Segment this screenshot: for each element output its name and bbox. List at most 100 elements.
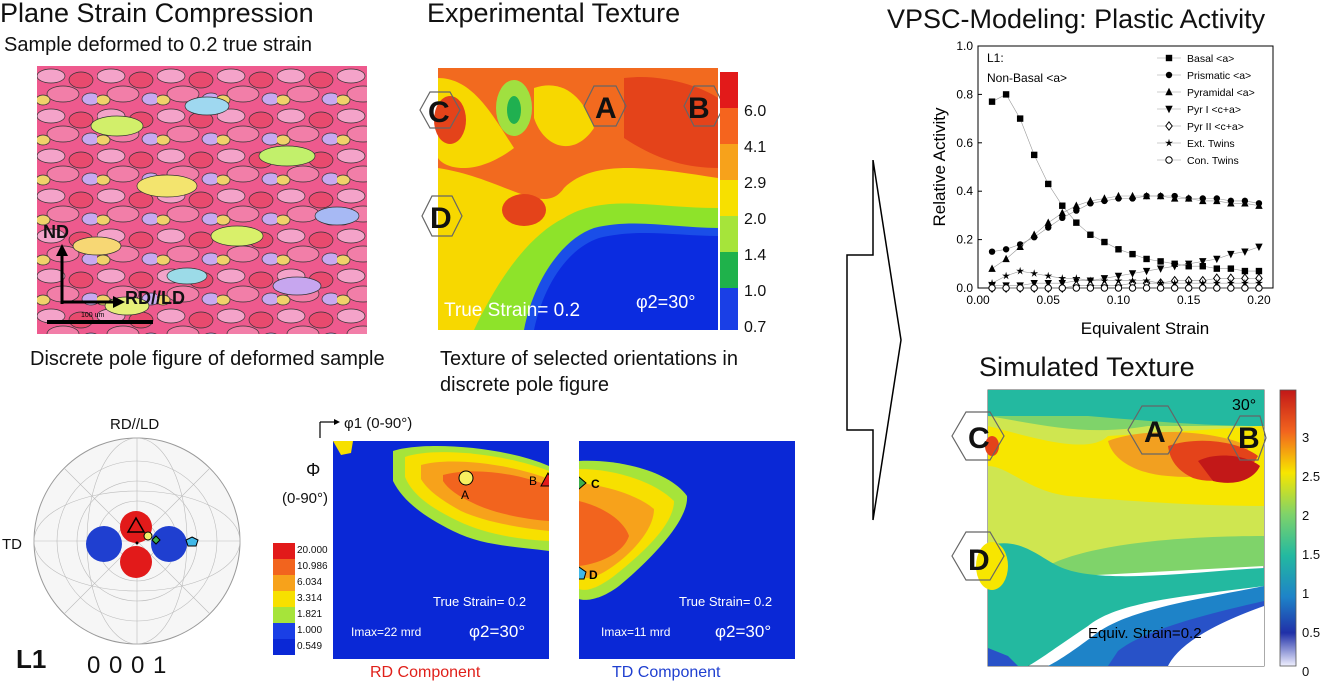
data-point bbox=[1255, 267, 1263, 275]
pf-bottom-label: 0 0 0 1 bbox=[87, 652, 168, 679]
legend-marker bbox=[1165, 71, 1173, 79]
td-component-title: TD Component bbox=[612, 664, 721, 681]
data-point bbox=[1227, 250, 1235, 259]
data-point bbox=[1156, 191, 1165, 200]
data-point bbox=[1058, 284, 1066, 292]
legend-marker bbox=[1165, 120, 1173, 132]
y-tick-label: 0.8 bbox=[956, 87, 973, 101]
data-point bbox=[1185, 260, 1193, 268]
data-point bbox=[1114, 272, 1123, 281]
plot-frame bbox=[977, 45, 1274, 289]
legend-marker bbox=[1165, 87, 1173, 96]
data-point bbox=[1213, 284, 1221, 292]
data-point bbox=[1072, 201, 1081, 209]
data-point bbox=[1241, 199, 1249, 207]
x-tick-label: 0.05 bbox=[1037, 293, 1061, 307]
data-point bbox=[1128, 270, 1137, 278]
legend-marker bbox=[1165, 138, 1173, 147]
sim-label-d: D bbox=[968, 544, 990, 577]
data-point bbox=[1059, 214, 1066, 222]
td-pt-c: C bbox=[591, 477, 600, 491]
data-point bbox=[1059, 202, 1066, 209]
exp-label-d: D bbox=[430, 202, 452, 235]
phi1-label: φ1 (0-90°) bbox=[344, 415, 413, 432]
exp-phi2-label: φ2=30° bbox=[636, 292, 695, 312]
sim-cb-3: 1.5 bbox=[1302, 547, 1321, 562]
pole-figure bbox=[33, 437, 241, 645]
data-point bbox=[1086, 276, 1095, 285]
sim-cb-5: 0.5 bbox=[1302, 625, 1321, 640]
y-tick-label: 1.0 bbox=[956, 39, 973, 53]
data-point bbox=[1213, 265, 1221, 272]
data-point bbox=[1030, 284, 1038, 292]
legend-label: Pyr II <c+a> bbox=[1187, 121, 1244, 133]
sim-cb-2: 2 bbox=[1302, 508, 1310, 523]
sim-colorbar-labels: 3 2.5 2 1.5 1 0.5 0 bbox=[1302, 418, 1320, 691]
data-point bbox=[1030, 269, 1039, 277]
data-point bbox=[1114, 276, 1123, 285]
sim-cb-1: 2.5 bbox=[1302, 469, 1321, 484]
legend-label: Pyramidal <a> bbox=[1187, 87, 1255, 99]
rd-component-map: A B True Strain= 0.2 Imax=22 mrd φ2=30° bbox=[333, 441, 549, 659]
sim-cb-4: 1 bbox=[1302, 586, 1310, 601]
legend-label: Basal <a> bbox=[1187, 53, 1234, 65]
exp-label-b: B bbox=[688, 92, 710, 125]
legend-label: Con. Twins bbox=[1187, 155, 1239, 167]
sim-label-a: A bbox=[1144, 416, 1166, 449]
y-axis-label: Relative Activity bbox=[930, 107, 949, 227]
data-point bbox=[1114, 284, 1123, 292]
rd-phi2: φ2=30° bbox=[469, 622, 525, 641]
comp-legend-4: 1.821 bbox=[297, 609, 323, 620]
series-line bbox=[991, 270, 1259, 284]
discrete-caption: Discrete pole figure of deformed sample bbox=[30, 348, 385, 370]
td-imax: Imax=11 mrd bbox=[601, 625, 670, 639]
data-point bbox=[1227, 199, 1235, 207]
data-point bbox=[1058, 208, 1066, 217]
exp-colorbar-labels: 6.0 4.1 2.9 2.0 1.4 1.0 0.7 bbox=[744, 94, 766, 346]
axes-arrows bbox=[56, 244, 125, 308]
legend-label: Prismatic <a> bbox=[1187, 70, 1251, 82]
data-point bbox=[1213, 196, 1221, 205]
y-tick-label: 0.2 bbox=[956, 233, 973, 247]
data-point bbox=[1128, 284, 1137, 292]
data-point bbox=[1002, 254, 1010, 263]
exp-cb-1: 4.1 bbox=[744, 139, 767, 156]
chart-annotation-2: Non-Basal <a> bbox=[987, 71, 1067, 85]
data-point bbox=[1227, 265, 1235, 272]
data-point bbox=[1170, 278, 1179, 287]
data-point bbox=[1114, 191, 1123, 200]
x-tick-label: 0.00 bbox=[966, 293, 990, 307]
exp-texture-title: Experimental Texture bbox=[427, 0, 681, 28]
data-point bbox=[1255, 284, 1263, 292]
selected-caption: Texture of selected orientations in disc… bbox=[440, 348, 738, 396]
scalebar-label: 100 um bbox=[81, 312, 105, 319]
legend-label: Pyr I <c+a> bbox=[1187, 104, 1241, 116]
legend-label: Ext. Twins bbox=[1187, 138, 1235, 150]
td-phi2: φ2=30° bbox=[715, 622, 771, 641]
data-point bbox=[1226, 278, 1235, 287]
exp-cb-6: 0.7 bbox=[744, 319, 767, 336]
x-axis-label: Equivalent Strain bbox=[1081, 319, 1210, 338]
comp-legend-3: 3.314 bbox=[297, 593, 323, 604]
exp-cb-2: 2.9 bbox=[744, 175, 767, 192]
data-point bbox=[1255, 243, 1263, 252]
exp-label-a: A bbox=[595, 92, 617, 125]
data-point bbox=[1170, 263, 1179, 271]
nd-label: ND bbox=[43, 222, 69, 242]
data-point bbox=[1170, 194, 1179, 202]
rd-pt-a: A bbox=[461, 488, 469, 502]
data-point bbox=[1143, 255, 1150, 263]
data-point bbox=[1030, 151, 1038, 159]
data-point bbox=[1198, 278, 1207, 287]
data-point bbox=[988, 264, 996, 272]
x-tick-label: 0.15 bbox=[1177, 293, 1201, 307]
data-point bbox=[1142, 191, 1151, 200]
data-point bbox=[1016, 242, 1024, 251]
exp-cb-4: 1.4 bbox=[744, 247, 767, 264]
exp-strain-label: True Strain= 0.2 bbox=[444, 300, 580, 321]
rd-ld-label: RD//LD bbox=[125, 288, 185, 308]
data-point bbox=[1142, 276, 1151, 285]
exp-cb-0: 6.0 bbox=[744, 103, 767, 120]
data-point bbox=[1240, 278, 1249, 287]
data-point bbox=[1156, 278, 1165, 287]
